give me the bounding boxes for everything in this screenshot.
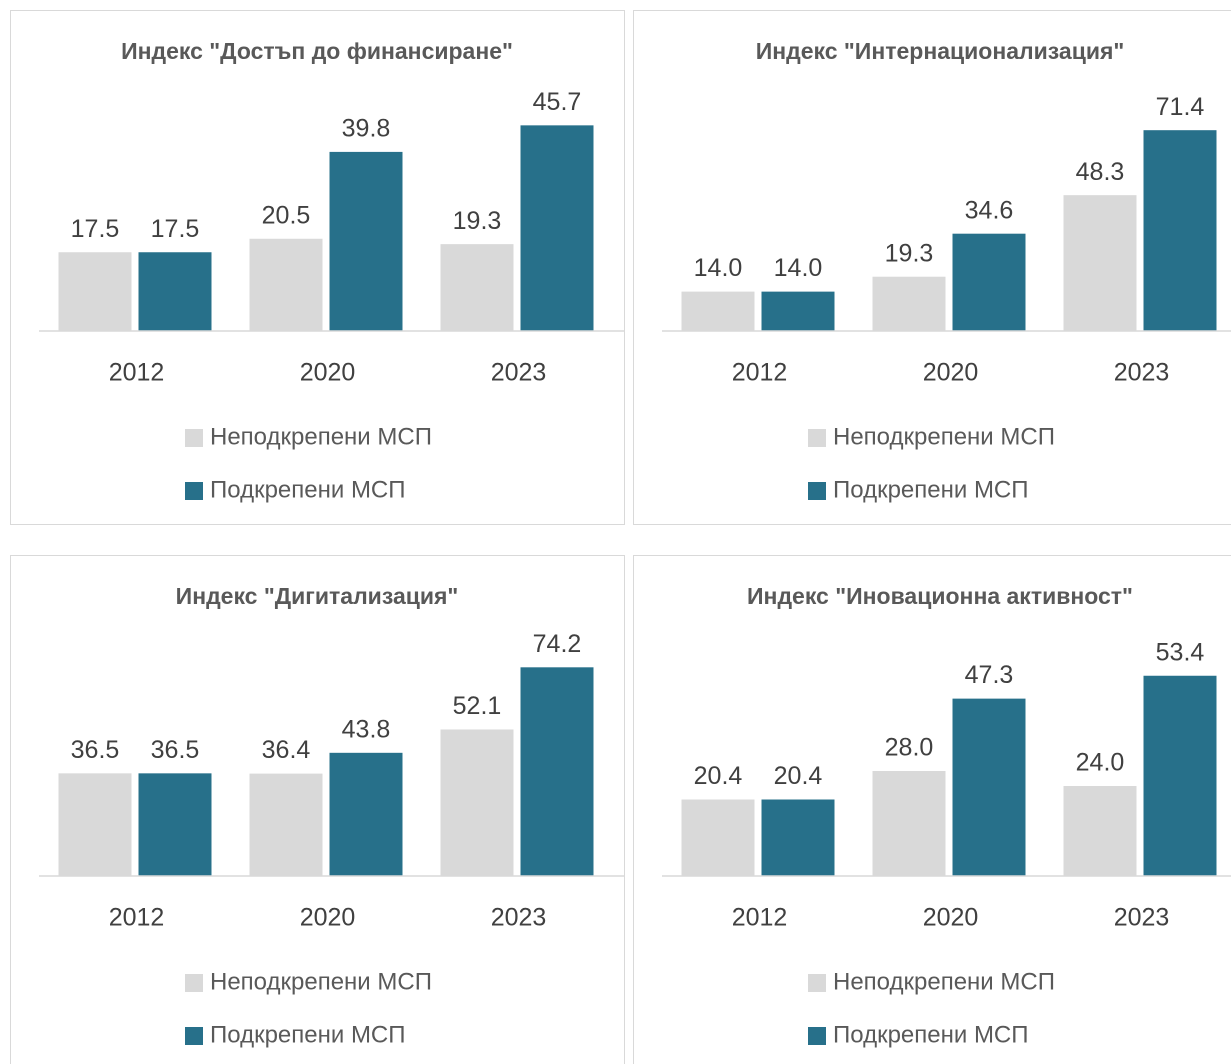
bar — [872, 771, 946, 876]
bar — [520, 125, 594, 331]
data-label: 24.0 — [1076, 749, 1125, 777]
data-label: 20.4 — [774, 762, 823, 790]
data-label: 36.5 — [71, 736, 120, 764]
data-label: 52.1 — [453, 692, 502, 720]
x-tick-label: 2023 — [491, 359, 547, 387]
data-label: 20.4 — [694, 762, 743, 790]
x-tick-label: 2012 — [732, 904, 788, 932]
bar — [58, 773, 132, 876]
bar — [681, 291, 755, 331]
legend-label: Неподкрепени МСП — [833, 423, 1055, 450]
chart: Индекс "Интернационализация" 2012 14.0 14.0… — [662, 38, 1231, 503]
x-tick-label: 2012 — [109, 904, 165, 932]
x-tick-label: 2020 — [923, 359, 979, 387]
legend-swatch — [185, 1027, 203, 1045]
data-label: 17.5 — [151, 215, 200, 243]
bar — [329, 752, 403, 876]
x-tick-label: 2020 — [923, 904, 979, 932]
x-tick-label: 2020 — [300, 359, 356, 387]
data-label: 34.6 — [965, 196, 1014, 224]
bar — [952, 233, 1026, 331]
legend-swatch — [808, 974, 826, 992]
bar — [329, 151, 403, 331]
chart-title: Индекс "Интернационализация" — [756, 38, 1125, 64]
bar — [872, 276, 946, 331]
bar — [761, 291, 835, 331]
x-tick-label: 2023 — [491, 904, 547, 932]
legend-label: Неподкрепени МСП — [210, 968, 432, 995]
legend-label: Неподкрепени МСП — [833, 968, 1055, 995]
data-label: 14.0 — [774, 254, 823, 282]
legend-swatch — [808, 429, 826, 447]
chart-panel: Индекс "Достъп до финансиране" 2012 17.5 17… — [10, 10, 625, 525]
bar — [138, 252, 212, 331]
x-tick-label: 2012 — [732, 359, 788, 387]
chart-panel: Индекс "Интернационализация" 2012 14.0 14.0… — [633, 10, 1231, 525]
x-tick-label: 2012 — [109, 359, 165, 387]
chart: Индекс "Иновационна активност" 2012 20.4 20… — [662, 583, 1231, 1048]
bar — [1063, 195, 1137, 331]
data-label: 71.4 — [1156, 93, 1205, 121]
data-label: 17.5 — [71, 215, 120, 243]
data-label: 36.4 — [262, 736, 311, 764]
bar — [138, 773, 212, 876]
legend-label: Неподкрепени МСП — [210, 423, 432, 450]
data-label: 53.4 — [1156, 638, 1205, 666]
bar — [1143, 675, 1217, 876]
x-tick-label: 2020 — [300, 904, 356, 932]
data-label: 20.5 — [262, 201, 311, 229]
legend-label: Подкрепени МСП — [833, 476, 1029, 503]
x-tick-label: 2023 — [1114, 359, 1170, 387]
bar — [681, 799, 755, 876]
bar — [440, 729, 514, 876]
data-label: 19.3 — [453, 207, 502, 235]
bar — [249, 238, 323, 331]
data-label: 19.3 — [885, 239, 934, 267]
data-label: 45.7 — [533, 88, 582, 116]
legend-label: Подкрепени МСП — [210, 476, 406, 503]
data-label: 36.5 — [151, 736, 200, 764]
x-tick-label: 2023 — [1114, 904, 1170, 932]
bar — [249, 773, 323, 876]
data-label: 14.0 — [694, 254, 743, 282]
legend-swatch — [808, 1027, 826, 1045]
legend-label: Подкрепени МСП — [833, 1021, 1029, 1048]
data-label: 47.3 — [965, 661, 1014, 689]
chart-panel: Индекс "Дигитализация" 2012 36.5 36.5 2020 36… — [10, 555, 625, 1064]
chart-title: Индекс "Достъп до финансиране" — [121, 38, 513, 64]
chart: Индекс "Дигитализация" 2012 36.5 36.5 2020 36… — [39, 583, 624, 1048]
bar — [952, 698, 1026, 876]
bar — [520, 667, 594, 876]
legend-label: Подкрепени МСП — [210, 1021, 406, 1048]
chart-title: Индекс "Иновационна активност" — [747, 583, 1133, 609]
bar — [440, 244, 514, 331]
bar — [761, 799, 835, 876]
bar — [58, 252, 132, 331]
data-label: 28.0 — [885, 734, 934, 762]
chart: Индекс "Достъп до финансиране" 2012 17.5 17… — [39, 38, 624, 503]
data-label: 48.3 — [1076, 158, 1125, 186]
bar — [1143, 130, 1217, 331]
legend-swatch — [808, 482, 826, 500]
data-label: 74.2 — [533, 630, 582, 658]
chart-title: Индекс "Дигитализация" — [176, 583, 459, 609]
bar — [1063, 786, 1137, 876]
legend-swatch — [185, 429, 203, 447]
chart-panel: Индекс "Иновационна активност" 2012 20.4 20… — [633, 555, 1231, 1064]
legend-swatch — [185, 974, 203, 992]
legend-swatch — [185, 482, 203, 500]
data-label: 43.8 — [342, 715, 391, 743]
data-label: 39.8 — [342, 115, 391, 143]
